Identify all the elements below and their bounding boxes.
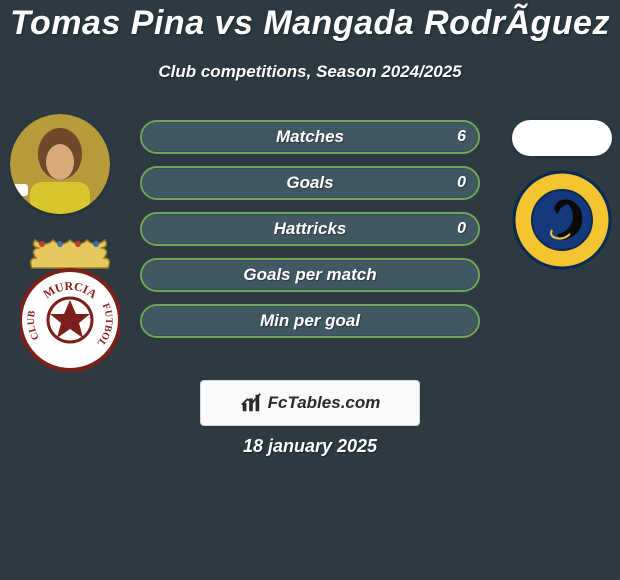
stats-table: Matches 6 Goals 0 Hattricks 0 Goals per … [140,120,480,350]
stat-row-matches: Matches 6 [140,120,480,154]
stat-label: Min per goal [260,311,360,331]
brand-badge: FcTables.com [200,380,420,426]
player-left-avatar [10,114,110,214]
stat-label: Goals per match [243,265,376,285]
club-crest-right [512,170,612,270]
player-right-avatar [512,120,612,156]
stat-right-value: 0 [457,214,466,244]
stat-row-hattricks: Hattricks 0 [140,212,480,246]
stat-row-goals: Goals 0 [140,166,480,200]
page-title: Tomas Pina vs Mangada RodrÃ­guez [0,4,620,43]
stat-row-goals-per-match: Goals per match [140,258,480,292]
comparison-card: Tomas Pina vs Mangada RodrÃ­guez Club co… [0,0,620,580]
stat-label: Matches [276,127,344,147]
bar-chart-icon [240,392,262,414]
date-text: 18 january 2025 [0,436,620,457]
stat-label: Hattricks [274,219,347,239]
club-crest-left: MURCIA CLUB FUTBOL [20,230,120,380]
stat-right-value: 6 [457,122,466,152]
stat-right-value: 0 [457,168,466,198]
stat-label: Goals [286,173,333,193]
brand-text: FcTables.com [268,393,381,413]
subtitle: Club competitions, Season 2024/2025 [0,62,620,82]
stat-row-min-per-goal: Min per goal [140,304,480,338]
